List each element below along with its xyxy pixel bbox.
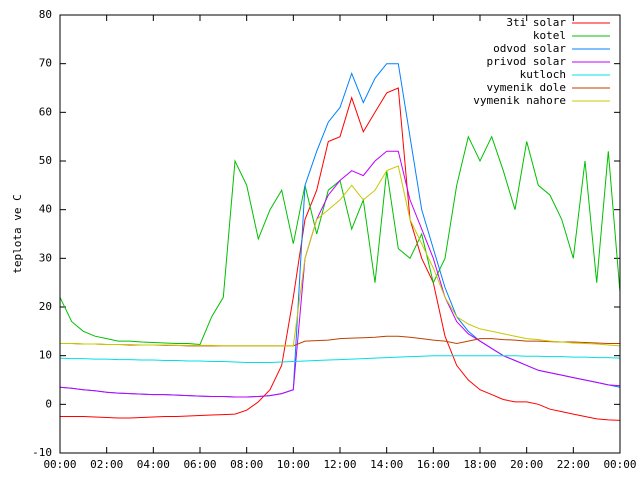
x-tick-label: 10:00 (277, 458, 310, 471)
y-tick-label: 70 (39, 57, 52, 70)
legend-label: odvod solar (493, 42, 566, 55)
y-tick-label: 80 (39, 8, 52, 21)
y-tick-label: 60 (39, 105, 52, 118)
y-tick-label: 50 (39, 154, 52, 167)
x-tick-label: 20:00 (510, 458, 543, 471)
y-tick-label: 40 (39, 203, 52, 216)
legend-label: kotel (533, 29, 566, 42)
x-tick-label: 14:00 (370, 458, 403, 471)
x-tick-label: 16:00 (417, 458, 450, 471)
series-line (59, 355, 621, 363)
series-line (60, 87, 621, 421)
x-tick-label: 02:00 (90, 458, 123, 471)
series-line (59, 150, 621, 398)
x-tick-label: 12:00 (323, 458, 356, 471)
y-tick-label: 20 (39, 300, 52, 313)
y-axis-label: teplota ve C (11, 194, 24, 273)
legend-label: vymenik nahore (473, 94, 566, 107)
x-tick-label: 00:00 (43, 458, 76, 471)
y-tick-label: 30 (39, 251, 52, 264)
x-tick-label: 22:00 (557, 458, 590, 471)
y-tick-label: 10 (39, 349, 52, 362)
y-tick-label: 0 (45, 397, 52, 410)
x-tick-label: 06:00 (183, 458, 216, 471)
legend-label: kutloch (520, 68, 566, 81)
x-tick-label: 18:00 (463, 458, 496, 471)
legend-label: 3ti solar (506, 16, 566, 29)
x-tick-label: 00:00 (603, 458, 636, 471)
series-line (60, 165, 621, 347)
y-tick-label: -10 (32, 446, 52, 459)
x-tick-label: 08:00 (230, 458, 263, 471)
plot-border (59, 14, 621, 454)
legend-label: privod solar (487, 55, 567, 68)
x-tick-label: 04:00 (137, 458, 170, 471)
legend-label: vymenik dole (487, 81, 566, 94)
